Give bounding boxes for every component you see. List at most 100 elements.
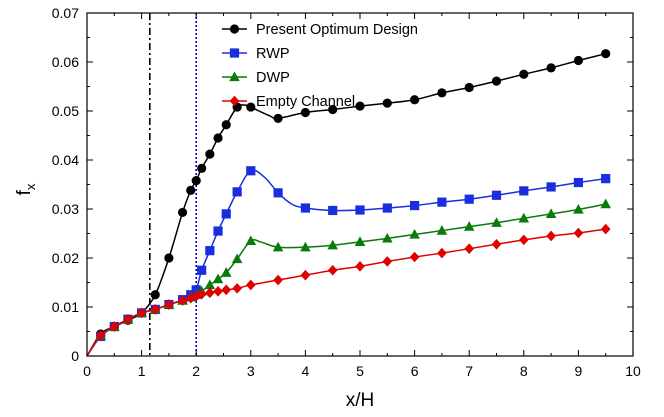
data-point — [600, 223, 611, 235]
data-point — [213, 133, 223, 143]
data-point — [382, 256, 393, 267]
data-point — [328, 104, 338, 115]
data-point — [546, 182, 556, 192]
data-point — [232, 283, 242, 294]
data-point — [212, 273, 224, 284]
x-tick-label: 2 — [192, 363, 200, 379]
legend-label: RWP — [256, 46, 290, 62]
data-point — [300, 241, 311, 252]
data-point — [573, 203, 584, 214]
series-layer — [86, 49, 611, 357]
data-point — [300, 203, 310, 213]
legend-marker — [229, 95, 240, 107]
data-point — [150, 290, 160, 300]
data-point — [300, 269, 311, 281]
legend-item: Empty Channel — [222, 94, 355, 110]
data-point — [197, 265, 207, 275]
data-point — [410, 95, 420, 105]
series-line — [86, 228, 606, 357]
data-point — [213, 226, 223, 236]
data-point — [327, 239, 338, 250]
legend-label: DWP — [256, 70, 290, 86]
legend-label: Present Optimum Design — [256, 22, 418, 38]
x-tick-label: 5 — [356, 363, 364, 379]
data-point — [354, 236, 366, 246]
data-point — [491, 76, 502, 86]
data-point — [300, 107, 310, 118]
data-point — [382, 203, 392, 213]
data-point — [205, 246, 215, 256]
y-tick-label: 0.01 — [52, 299, 79, 315]
data-point — [601, 174, 611, 184]
x-tick-label: 8 — [520, 363, 528, 379]
data-point — [273, 113, 283, 123]
data-point — [136, 307, 147, 319]
data-point — [273, 188, 283, 198]
data-point — [150, 304, 161, 315]
legend-item: RWP — [222, 46, 290, 62]
data-point — [220, 267, 232, 277]
data-point — [191, 175, 201, 186]
x-tick-label: 3 — [247, 363, 255, 379]
data-point — [123, 313, 133, 325]
data-point — [382, 98, 392, 108]
data-point — [436, 225, 448, 235]
y-tick-label: 0.03 — [52, 201, 79, 217]
data-point — [177, 295, 188, 306]
y-tick-label: 0.02 — [52, 250, 79, 266]
data-point — [546, 63, 556, 73]
legend-marker — [229, 71, 240, 82]
x-tick-label: 4 — [302, 363, 310, 379]
legend: Present Optimum Design RWP DWP Empty Channe… — [222, 22, 418, 110]
y-tick-label: 0.04 — [52, 152, 79, 168]
data-point — [409, 228, 420, 239]
data-point — [491, 190, 502, 200]
y-tick-label: 0 — [71, 348, 79, 364]
series-line — [86, 169, 606, 357]
data-point — [463, 221, 475, 231]
x-tick-label: 7 — [465, 363, 473, 379]
series-dwp — [86, 198, 611, 357]
data-point — [545, 208, 557, 219]
data-point — [204, 279, 216, 290]
data-point — [491, 217, 502, 227]
data-point — [177, 207, 188, 218]
data-point — [245, 279, 256, 291]
data-point — [546, 230, 556, 242]
data-point — [186, 185, 196, 195]
data-point — [464, 243, 475, 254]
data-point — [491, 238, 502, 250]
x-tick-label: 1 — [138, 363, 146, 379]
data-point — [246, 166, 256, 176]
x-tick-label: 9 — [575, 363, 583, 379]
data-point — [164, 253, 174, 263]
data-point — [600, 198, 611, 209]
data-point — [164, 299, 174, 310]
legend-item: Present Optimum Design — [222, 22, 418, 38]
y-axis-title-subscript: x — [23, 183, 38, 190]
data-point — [221, 284, 232, 296]
data-point — [213, 286, 223, 297]
data-point — [245, 235, 257, 245]
data-point — [328, 205, 338, 216]
data-point — [573, 177, 583, 188]
data-point — [196, 288, 207, 300]
data-point — [355, 205, 365, 215]
y-axis-title: fx — [14, 183, 38, 195]
y-tick-label: 0.06 — [52, 54, 79, 70]
data-point — [272, 241, 284, 252]
data-point — [355, 261, 365, 272]
x-axis-title: x/H — [346, 390, 375, 411]
y-tick-label: 0.07 — [52, 5, 79, 21]
data-point — [437, 197, 447, 207]
data-point — [95, 330, 106, 341]
data-point — [519, 69, 529, 79]
data-point — [464, 194, 474, 204]
data-point — [518, 234, 529, 246]
x-tick-label: 10 — [625, 363, 641, 379]
data-point — [410, 200, 420, 211]
data-point — [573, 55, 584, 66]
x-tick-label: 0 — [83, 363, 91, 379]
data-point — [246, 102, 256, 112]
